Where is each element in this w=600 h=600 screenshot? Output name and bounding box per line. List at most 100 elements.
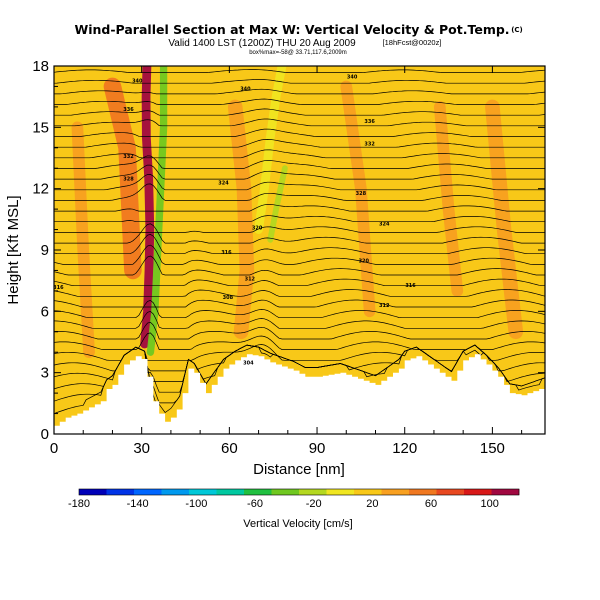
- copyright-mark: (C): [511, 26, 523, 34]
- colorbar-segment: [354, 489, 382, 495]
- colorbar-segment: [161, 489, 190, 495]
- colorbar-segment: [326, 489, 355, 495]
- colorbar-segment: [244, 489, 272, 495]
- y-tick-label: 12: [32, 181, 49, 198]
- colorbar: [78, 488, 520, 496]
- isentrope-line: [54, 149, 545, 159]
- isentrope-line: [54, 321, 545, 340]
- isentrope-line: [54, 311, 545, 329]
- isentrope-line: [54, 223, 545, 244]
- colorbar-tick-label: 100: [480, 498, 498, 510]
- colorbar-segment: [106, 489, 135, 495]
- y-tick-label: 15: [32, 119, 49, 136]
- isentrope-line: [54, 215, 545, 223]
- contour-label: 316: [53, 285, 64, 291]
- updraft-core: [140, 66, 155, 349]
- contour-label: 340: [240, 87, 251, 93]
- isentrope-line: [54, 155, 545, 169]
- contour-label: 316: [405, 283, 416, 289]
- isentrope-line: [54, 59, 545, 62]
- colorbar-tick-label: 20: [366, 498, 378, 510]
- colorbar-tick-label: -60: [247, 498, 263, 510]
- contour-label: 328: [356, 191, 367, 197]
- contour-label: 332: [364, 142, 375, 148]
- colorbar-segment: [409, 489, 437, 495]
- isentropes: [54, 59, 545, 414]
- isentrope-line: [54, 69, 545, 73]
- colorbar-segment: [134, 489, 162, 495]
- colorbar-segment: [436, 489, 465, 495]
- colorbar-tick-label: -100: [185, 498, 207, 510]
- colorbar-frame: [78, 488, 520, 496]
- isentrope-line: [54, 164, 545, 180]
- contour-label: 320: [252, 226, 263, 232]
- contour-label: 304: [243, 360, 254, 366]
- contour-label: 308: [223, 295, 234, 301]
- isentrope-line: [54, 289, 545, 297]
- terrain: [54, 354, 545, 434]
- colorbar-segment: [271, 489, 300, 495]
- y-tick-label: 0: [41, 426, 49, 443]
- y-tick-label: 9: [41, 242, 49, 259]
- chart-title: Wind-Parallel Section at Max W: Vertical…: [74, 22, 509, 37]
- isentrope-line: [54, 226, 545, 233]
- isentrope-line: [54, 79, 545, 84]
- isentrope-line: [54, 244, 545, 265]
- plot-area: 340 336 332 328 316 340 324 320 316 312 308 304 340 3…: [53, 59, 545, 434]
- y-axis-ticks: 0 3 6 9 12 15 18: [32, 58, 545, 443]
- x-tick-label: 60: [221, 440, 238, 457]
- x-axis-ticks: 0 30 60 90 120 150: [50, 66, 523, 457]
- y-tick-label: 18: [32, 58, 49, 75]
- isentrope-line: [54, 183, 545, 201]
- isentrope-line: [54, 98, 545, 105]
- contour-label: 336: [364, 119, 375, 125]
- isentrope-line: [54, 234, 545, 255]
- y-tick-label: 3: [41, 365, 49, 382]
- contour-label: 328: [123, 176, 134, 182]
- weak-downdraft-east: [254, 66, 287, 234]
- contour-label: 340: [132, 78, 143, 84]
- x-tick-label: 120: [392, 440, 417, 457]
- warm-patch-1: [103, 77, 142, 280]
- isentrope-line: [54, 204, 545, 212]
- contour-label: 320: [359, 258, 370, 264]
- x-axis-label: Distance [nm]: [253, 461, 345, 478]
- isentrope-line: [54, 118, 545, 127]
- isentrope-line: [54, 255, 545, 276]
- chart-subtitle: Valid 1400 LST (1200Z) THU 20 Aug 2009: [168, 38, 356, 49]
- colorbar-title: Vertical Velocity [cm/s]: [243, 518, 352, 530]
- warm-patch-2: [227, 99, 255, 340]
- chart-note: box%max=-58@ 33.71,117.6,2009m: [249, 50, 347, 56]
- isentrope-line: [54, 88, 545, 95]
- contour-label: 324: [218, 181, 229, 187]
- x-tick-label: 30: [133, 440, 150, 457]
- x-tick-label: 90: [309, 440, 326, 457]
- isentrope-line: [54, 278, 545, 287]
- colorbar-segment: [381, 489, 410, 495]
- colorbar-segment: [464, 489, 492, 495]
- x-tick-label: 0: [50, 440, 58, 457]
- contour-label: 312: [379, 303, 390, 309]
- colorbar-segment: [216, 489, 245, 495]
- colorbar-tick-label: -20: [306, 498, 322, 510]
- terrain-mask: [54, 354, 545, 434]
- isentrope-line: [54, 344, 545, 361]
- colorbar-segment: [79, 489, 107, 495]
- colorbar-segment: [189, 489, 217, 495]
- y-tick-label: 6: [41, 303, 49, 320]
- isentrope-line: [54, 174, 545, 191]
- warm-patch-4: [433, 101, 464, 297]
- y-axis-label: Height [Kft MSL]: [5, 195, 22, 304]
- isentrope-line: [54, 299, 545, 308]
- contour-label: 336: [123, 107, 134, 113]
- contour-label: 332: [123, 154, 134, 160]
- contour-label: 312: [245, 277, 256, 283]
- colorbar-ticks: -180 -140 -100 -60 -20 20 60 100: [68, 498, 499, 510]
- colorbar-tick-label: -180: [68, 498, 90, 510]
- isentrope-line: [54, 332, 545, 350]
- colorbar-segment: [491, 489, 520, 495]
- isentrope-line: [54, 128, 545, 137]
- weak-downdraft-east-2: [267, 165, 288, 243]
- isentrope-line: [54, 300, 545, 319]
